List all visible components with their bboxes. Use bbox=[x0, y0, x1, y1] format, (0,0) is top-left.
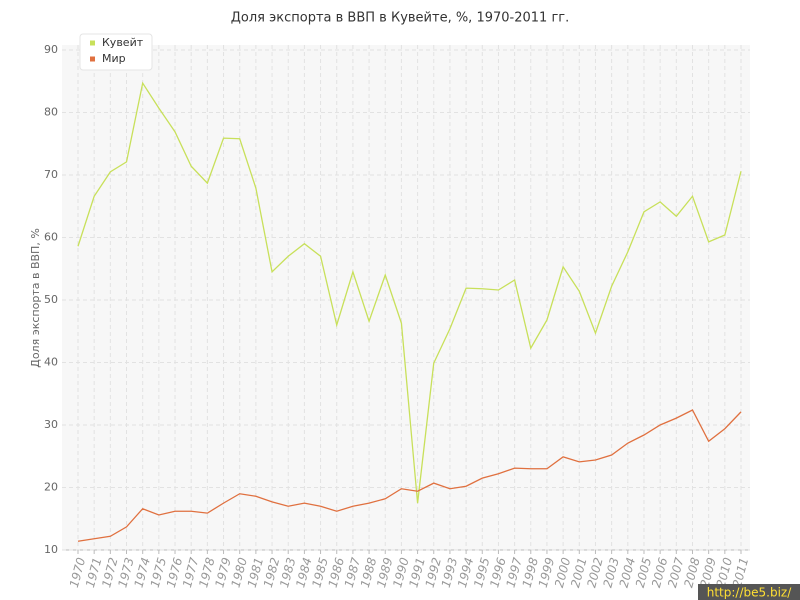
legend bbox=[79, 33, 153, 71]
chart-title: Доля экспорта в ВВП в Кувейте, %, 1970-2… bbox=[231, 11, 569, 26]
y-tick-label: 60 bbox=[44, 231, 58, 244]
y-tick-label: 90 bbox=[44, 43, 58, 56]
plot-area bbox=[62, 45, 750, 550]
legend-label: Мир bbox=[102, 52, 126, 65]
series-line bbox=[77, 81, 742, 504]
legend-swatch bbox=[90, 40, 95, 46]
y-tick-label: 20 bbox=[44, 481, 58, 494]
series-line bbox=[77, 409, 742, 542]
y-tick-label: 80 bbox=[44, 106, 58, 119]
y-tick-label: 40 bbox=[44, 356, 58, 369]
watermark-bg bbox=[698, 584, 800, 600]
y-tick-label: 10 bbox=[44, 543, 58, 556]
y-tick-label: 50 bbox=[44, 293, 58, 306]
y-tick-label: 70 bbox=[44, 168, 58, 181]
legend-swatch bbox=[90, 56, 95, 62]
watermark: http://be5.biz/ bbox=[707, 586, 792, 600]
y-tick-label: 30 bbox=[44, 418, 58, 431]
legend-label: Кувейт bbox=[102, 36, 144, 49]
y-axis-label: Доля экспорта в ВВП, % bbox=[29, 228, 42, 368]
